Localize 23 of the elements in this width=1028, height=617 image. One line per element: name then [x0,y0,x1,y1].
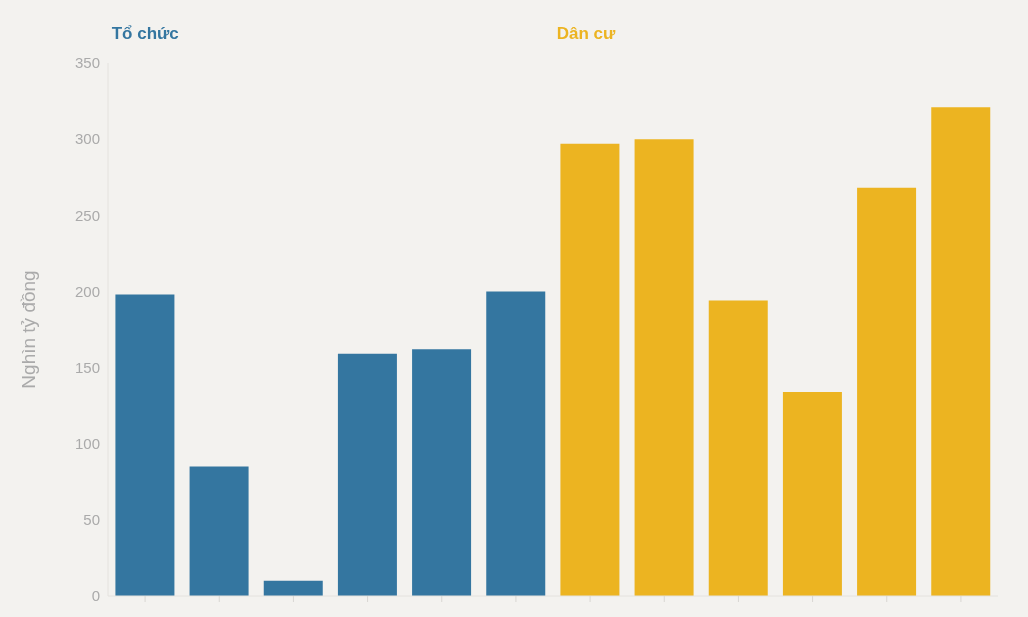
text: Tổ chức [111,24,179,44]
bar [708,300,768,596]
bar [189,466,249,596]
y-tick-label: 50 [83,511,100,529]
bar [263,580,323,596]
y-tick-label: 200 [74,282,100,300]
bar [560,143,620,596]
bar [931,107,991,596]
bar [337,353,397,596]
bar [634,139,694,596]
bar [857,187,917,596]
y-tick-label: 350 [74,54,100,72]
bar [782,391,842,596]
bar [412,349,472,596]
bar [486,291,546,596]
y-tick-label: 150 [74,358,100,376]
y-axis-title: Nghìn tỷ đồng [17,270,39,389]
y-tick-label: 300 [74,130,100,148]
text: Dân cư [556,24,616,44]
bar [115,294,175,596]
y-tick-label: 250 [74,206,100,224]
y-tick-label: 100 [74,435,100,453]
y-tick-label: 0 [91,587,100,605]
